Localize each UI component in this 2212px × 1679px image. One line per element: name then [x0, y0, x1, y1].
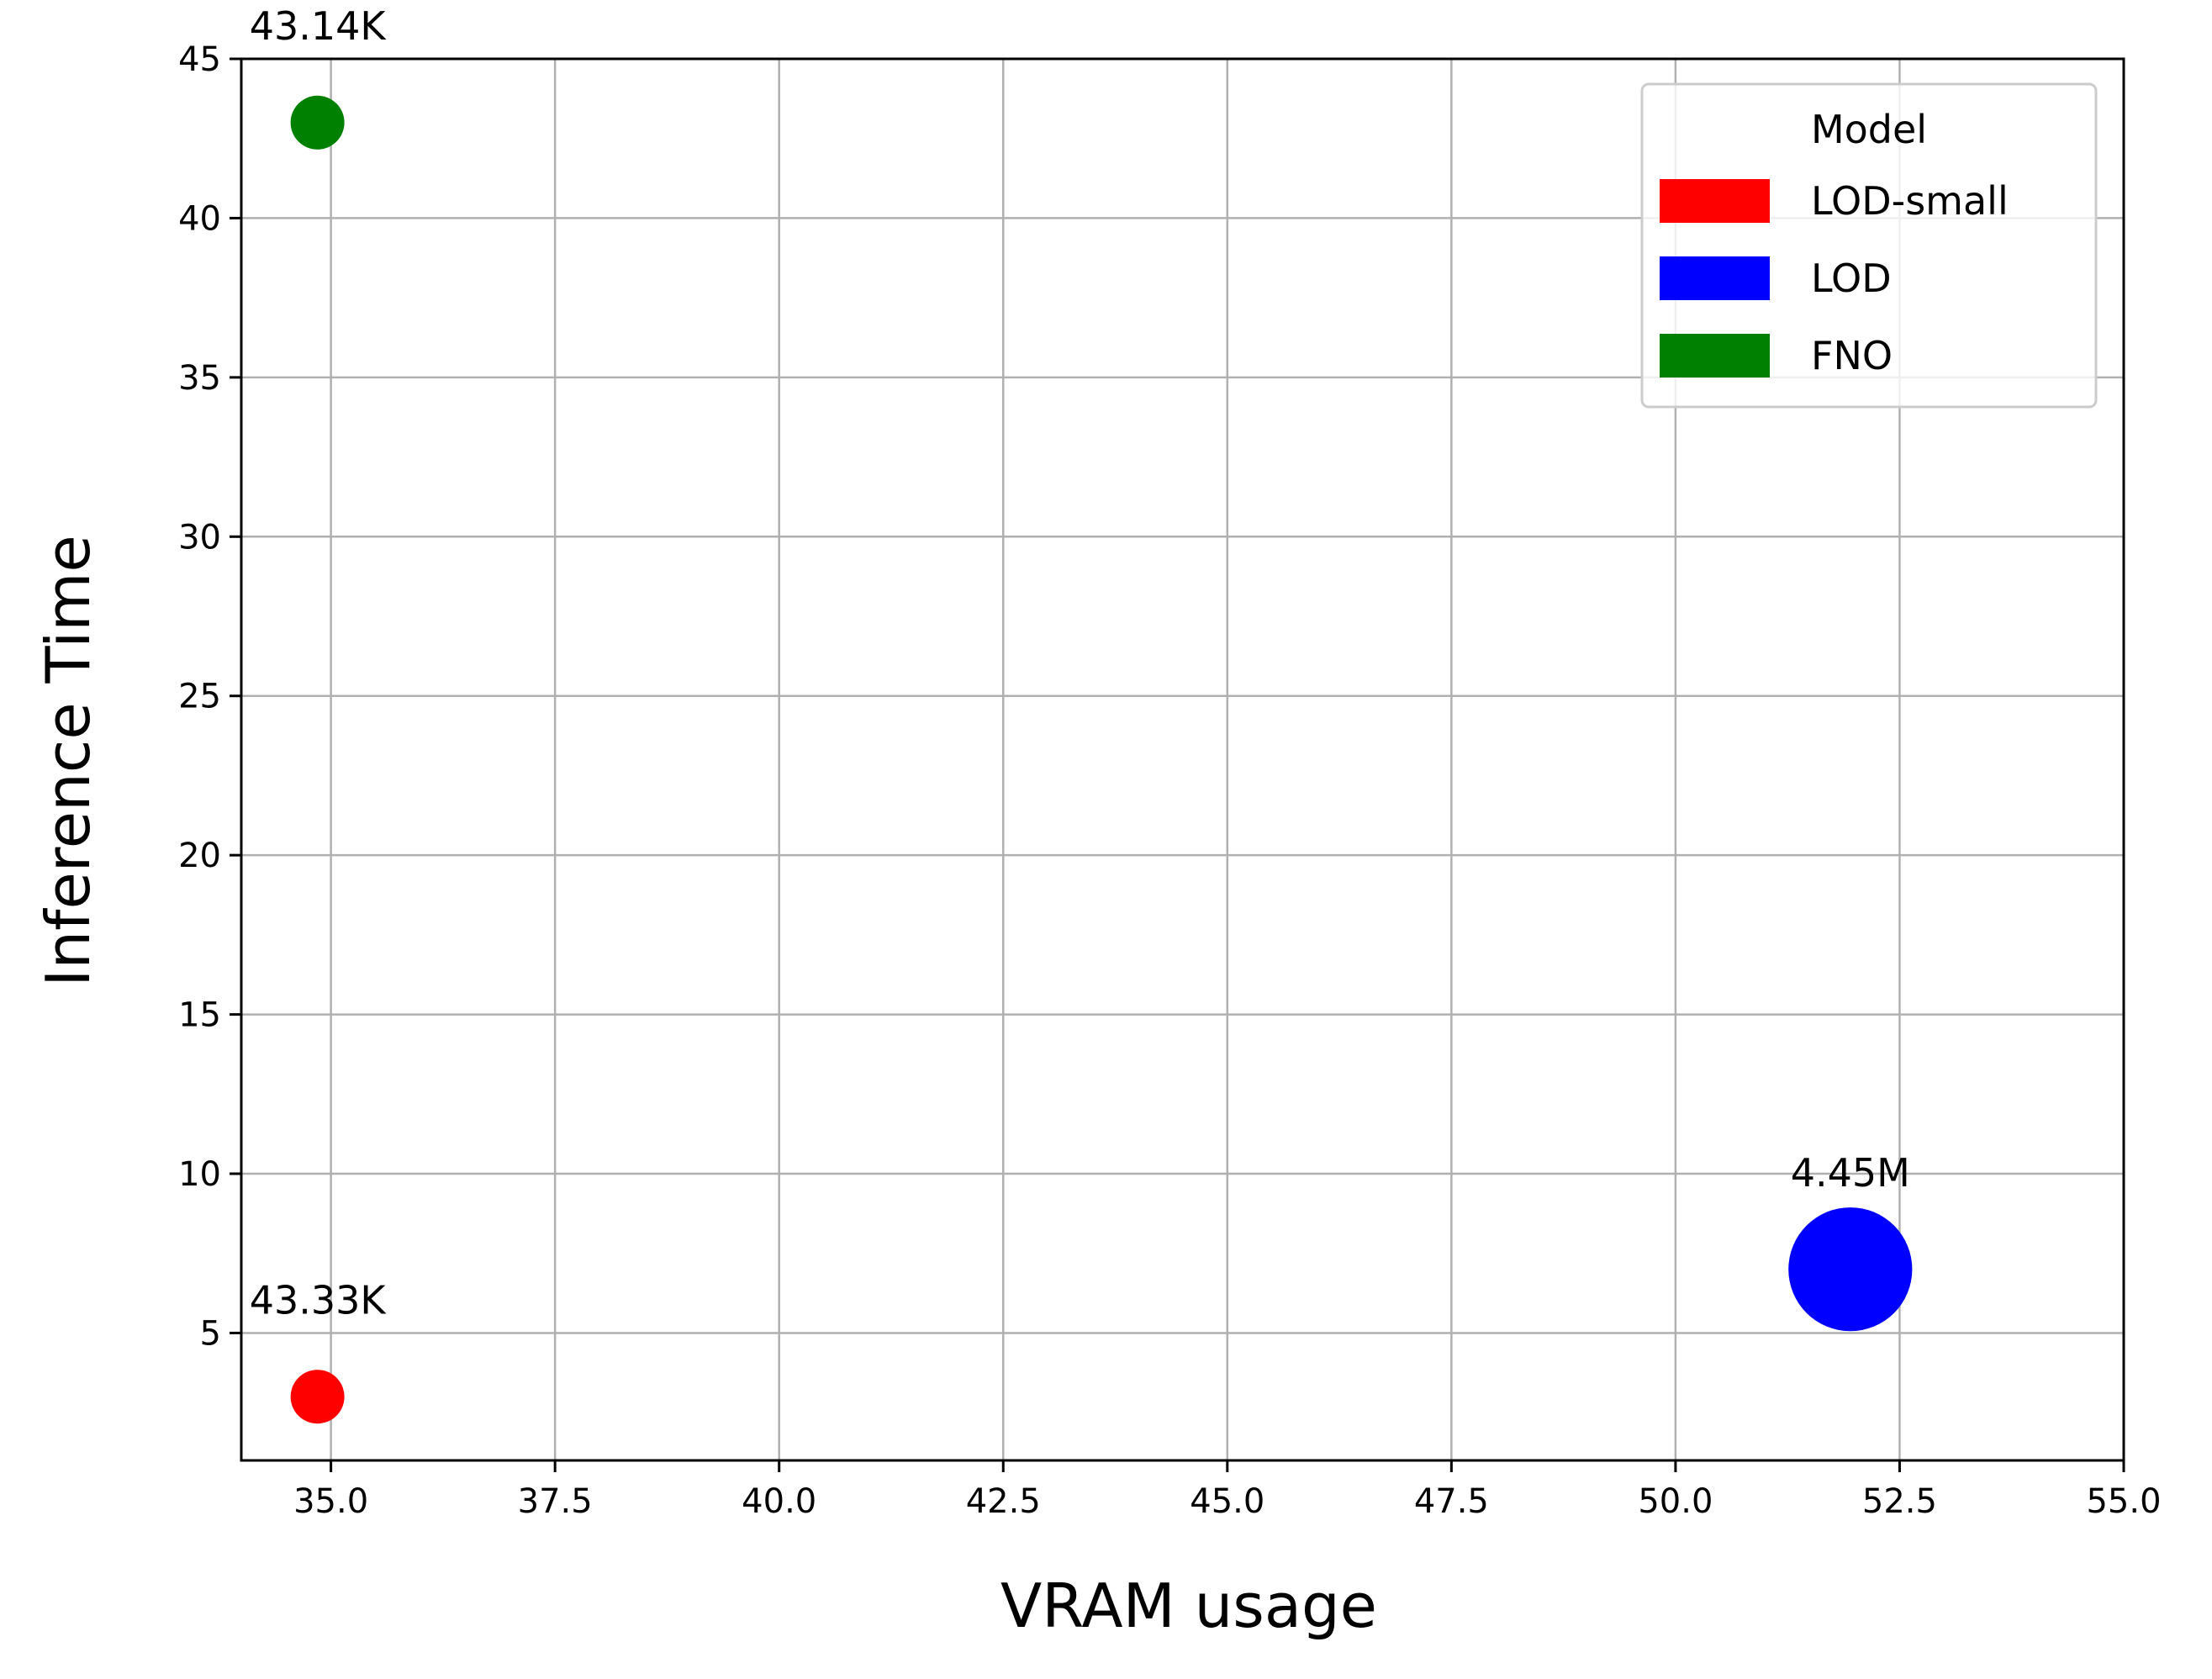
point-fno	[290, 95, 345, 150]
x-tick-label: 40.0	[742, 1482, 816, 1521]
y-tick-label: 25	[178, 678, 221, 716]
y-tick-label: 40	[178, 199, 221, 238]
x-tick-label: 52.5	[1862, 1482, 1937, 1521]
x-tick-label: 37.5	[518, 1482, 593, 1521]
point-label-lod: 4.45M	[1791, 1150, 1910, 1196]
point-lod	[1788, 1207, 1913, 1332]
x-axis-label: VRAM usage	[1000, 1571, 1377, 1641]
x-tick-label: 42.5	[966, 1482, 1041, 1521]
axis-ticks: 35.0 37.5 40.0 42.5 45.0 47.5 50.0 52.5 55.0 5 10 1…	[178, 40, 2161, 1521]
x-tick-label: 35.0	[293, 1482, 368, 1521]
legend-entries: LOD-small LOD FNO	[1660, 178, 2009, 378]
legend-title: Model	[1811, 107, 1927, 152]
x-tick-label: 47.5	[1414, 1482, 1489, 1521]
legend-box	[1640, 82, 2098, 409]
legend-label-lod-small: LOD-small	[1811, 178, 2009, 224]
legend-label-fno: FNO	[1811, 333, 1893, 378]
y-tick-label: 5	[200, 1314, 221, 1353]
data-points	[290, 95, 1913, 1424]
y-tick-label: 20	[178, 837, 221, 875]
x-tick-label: 55.0	[2086, 1482, 2161, 1521]
point-labels: 43.33K 4.45M 43.14K	[250, 3, 1910, 1323]
y-tick-label: 45	[178, 40, 221, 79]
legend: Model LOD-small LOD FNO	[1640, 82, 2098, 409]
x-tick-label: 45.0	[1190, 1482, 1264, 1521]
legend-label-lod: LOD	[1811, 256, 1892, 301]
y-tick-label: 30	[178, 518, 221, 557]
point-label-lod-small: 43.33K	[250, 1278, 388, 1323]
legend-swatch-fno	[1660, 334, 1770, 378]
point-label-fno: 43.14K	[250, 3, 388, 49]
axes-frame	[240, 57, 2125, 1462]
y-axis-label: Inference Time	[33, 535, 103, 986]
x-tick-label: 50.0	[1638, 1482, 1713, 1521]
y-tick-label: 35	[178, 359, 221, 398]
y-tick-label: 10	[178, 1155, 221, 1194]
y-tick-label: 15	[178, 996, 221, 1035]
point-lod-small	[290, 1370, 345, 1424]
legend-swatch-lod-small	[1660, 179, 1770, 223]
legend-swatch-lod	[1660, 256, 1770, 300]
